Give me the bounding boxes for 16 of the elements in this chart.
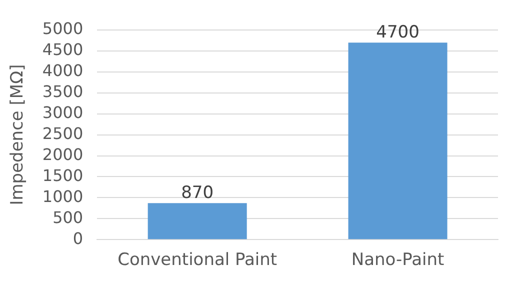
data-label: 870 [181,183,214,204]
y-tick-label: 1000 [42,186,84,206]
x-tick-label: Conventional Paint [118,250,278,270]
y-tick-label: 3000 [42,102,84,122]
y-tick-label: 3500 [42,82,84,102]
y-tick-label: 0 [72,228,84,248]
y-tick-label: 2000 [42,144,84,164]
y-tick-label: 4500 [42,40,84,60]
y-axis-title: Impedence [MΩ] [8,64,28,206]
y-tick-label: 500 [52,208,84,227]
x-tick-label: Nano-Paint [351,250,445,270]
data-label: 4700 [376,22,420,42]
y-tick-label: 1500 [42,166,84,185]
y-tick-label: 2500 [42,124,84,143]
y-tick-label: 5000 [42,19,84,38]
y-tick-label: 4000 [42,61,84,80]
